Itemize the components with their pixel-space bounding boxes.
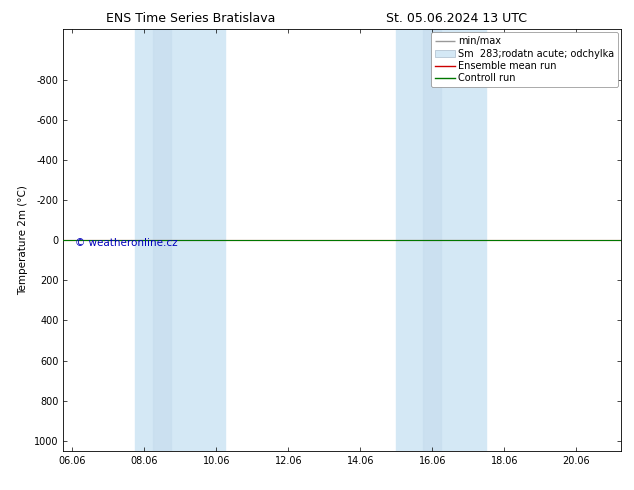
Text: St. 05.06.2024 13 UTC: St. 05.06.2024 13 UTC: [386, 12, 527, 25]
Bar: [153, 29, 171, 451]
Y-axis label: Temperature 2m (°C): Temperature 2m (°C): [18, 185, 29, 295]
Bar: [136, 29, 225, 451]
Text: © weatheronline.cz: © weatheronline.cz: [75, 238, 177, 248]
Text: ENS Time Series Bratislava: ENS Time Series Bratislava: [105, 12, 275, 25]
Bar: [396, 29, 486, 451]
Bar: [424, 29, 441, 451]
Legend: min/max, Sm  283;rodatn acute; odchylka, Ensemble mean run, Controll run: min/max, Sm 283;rodatn acute; odchylka, …: [431, 32, 618, 87]
